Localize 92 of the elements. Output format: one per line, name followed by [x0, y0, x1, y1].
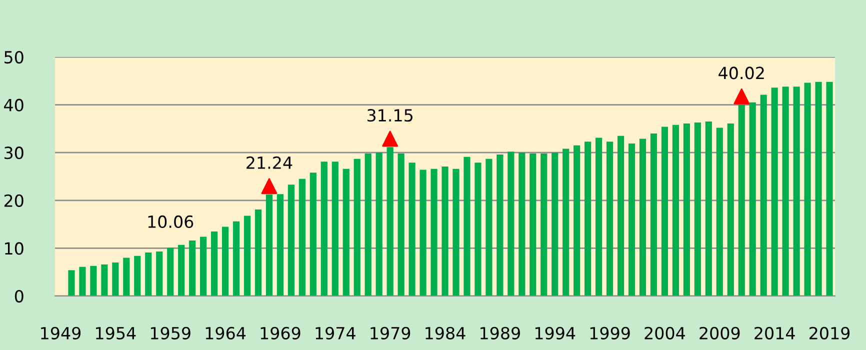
x-tick-label: 2009	[700, 326, 740, 340]
bar	[584, 142, 592, 296]
bar	[705, 122, 712, 296]
x-tick-label: 1984	[426, 326, 466, 340]
bar	[90, 266, 97, 296]
x-tick-label: 1979	[370, 326, 410, 340]
bar	[716, 128, 723, 296]
bar	[310, 172, 316, 296]
bar	[639, 138, 646, 296]
bar	[254, 209, 262, 296]
bar	[474, 162, 482, 296]
bar	[101, 264, 108, 296]
y-tick-label: 0	[14, 290, 24, 303]
bar	[793, 86, 800, 296]
data-label: 40.02	[718, 66, 764, 80]
x-tick-label: 1974	[316, 326, 356, 340]
bar	[683, 123, 690, 296]
bar	[672, 124, 679, 296]
bar	[211, 231, 218, 296]
bar	[496, 154, 504, 296]
bar	[288, 184, 294, 296]
x-tick-label: 1989	[480, 326, 520, 340]
bar	[562, 148, 570, 296]
bar	[189, 240, 196, 296]
annotation: 10.06	[148, 215, 194, 228]
bar	[200, 236, 207, 296]
x-tick-label: 2014	[754, 326, 795, 340]
bar	[342, 168, 350, 296]
bar	[79, 266, 86, 296]
bar	[232, 221, 240, 296]
bar	[123, 258, 130, 296]
bar	[442, 166, 448, 296]
x-tick-label: 1969	[260, 326, 300, 340]
x-tick-label: 1959	[150, 326, 190, 340]
bar	[760, 94, 767, 296]
bar	[596, 138, 602, 296]
bar	[771, 88, 778, 296]
bar	[452, 168, 460, 296]
x-tick-label: 2019	[810, 326, 850, 340]
bar	[486, 158, 492, 296]
x-tick-label: 1994	[535, 326, 576, 340]
bar	[518, 152, 526, 296]
y-tick-label: 50	[4, 50, 24, 64]
bar	[574, 145, 580, 296]
bar	[244, 216, 251, 296]
bar	[420, 170, 426, 296]
bar	[628, 144, 636, 296]
bar	[727, 123, 734, 296]
bar	[464, 156, 470, 296]
x-tick-label: 1964	[206, 326, 246, 340]
bar	[804, 82, 811, 296]
bar	[617, 136, 624, 296]
data-label: 21.24	[246, 156, 292, 169]
bar	[826, 82, 833, 296]
bar	[398, 154, 404, 296]
bar	[508, 152, 514, 296]
bar	[222, 226, 229, 296]
bar	[145, 252, 152, 296]
bar	[320, 162, 328, 296]
bar	[276, 194, 284, 296]
bar	[298, 178, 306, 296]
bar	[134, 256, 141, 296]
bar	[650, 133, 658, 296]
y-tick-label: 40	[4, 98, 24, 112]
bar	[376, 152, 382, 296]
bar	[694, 122, 701, 296]
y-tick-label: 30	[4, 146, 24, 160]
bar	[540, 154, 548, 296]
bar	[430, 168, 438, 296]
bar	[782, 86, 789, 296]
bar	[354, 158, 360, 296]
bar	[332, 162, 338, 296]
x-tick-label: 1999	[590, 326, 630, 340]
y-tick-label: 10	[5, 242, 24, 255]
bar	[552, 152, 558, 296]
bar	[749, 102, 756, 296]
bar	[112, 262, 119, 296]
bar	[178, 244, 185, 296]
bar	[167, 248, 174, 296]
bar	[530, 154, 536, 296]
bar	[156, 252, 163, 296]
x-tick-label: 1949	[41, 326, 81, 340]
bar	[68, 270, 75, 296]
bar	[606, 142, 614, 296]
data-label: 31.15	[367, 109, 412, 122]
bar	[408, 162, 416, 296]
bar	[661, 126, 668, 296]
x-tick-label: 2004	[644, 326, 685, 340]
y-tick-label: 20	[4, 194, 24, 207]
bar	[815, 82, 822, 296]
bar	[364, 154, 372, 296]
x-tick-label: 1954	[96, 326, 136, 340]
